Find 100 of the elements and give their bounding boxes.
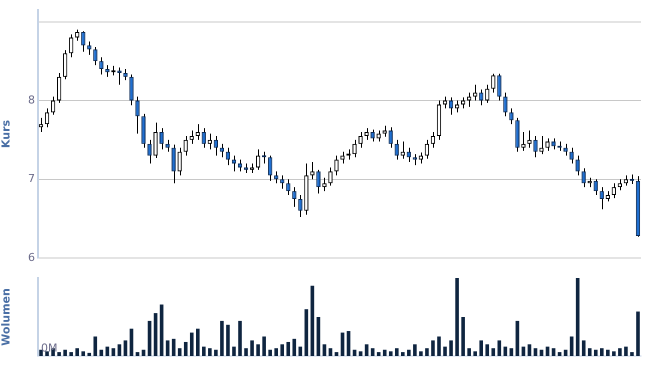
bar xyxy=(214,350,218,356)
candlestick xyxy=(172,144,176,184)
bar xyxy=(244,348,248,356)
candlestick xyxy=(178,147,182,176)
bar xyxy=(376,352,381,356)
candlestick xyxy=(418,152,424,164)
bar xyxy=(570,336,574,356)
bar xyxy=(196,328,200,356)
bar xyxy=(443,346,447,356)
bar xyxy=(220,320,224,356)
bar xyxy=(388,351,393,356)
candlestick xyxy=(129,74,134,106)
y-tick-label: 6 xyxy=(28,250,35,264)
bar xyxy=(461,317,465,356)
y-axis-title: Kurs xyxy=(0,119,12,148)
bar xyxy=(636,312,640,356)
candlestick xyxy=(153,122,158,159)
candlestick xyxy=(364,128,369,140)
bar xyxy=(491,348,496,356)
candlestick xyxy=(340,151,345,164)
bar xyxy=(419,351,423,356)
candlestick xyxy=(430,132,436,148)
candlestick xyxy=(184,135,188,156)
candlestick xyxy=(117,66,122,86)
candlestick xyxy=(99,56,104,76)
candlestick xyxy=(442,96,448,109)
candlestick xyxy=(358,132,363,148)
bar xyxy=(250,340,254,356)
bar xyxy=(190,332,194,356)
bar xyxy=(618,348,622,356)
bar xyxy=(63,350,67,356)
candlestick xyxy=(298,194,302,218)
bar xyxy=(340,332,344,356)
bar xyxy=(226,324,230,356)
bar xyxy=(528,344,532,356)
bar xyxy=(588,348,592,356)
candlestick xyxy=(473,84,478,102)
bar xyxy=(576,278,580,356)
bar xyxy=(564,350,568,356)
bar xyxy=(268,350,272,356)
bar xyxy=(286,342,290,356)
candlestick xyxy=(123,68,128,81)
candlestick xyxy=(226,147,230,166)
candlestick xyxy=(509,108,514,125)
candlestick xyxy=(69,34,74,58)
bar xyxy=(328,348,332,356)
candlestick xyxy=(256,148,260,170)
candlestick xyxy=(160,128,164,150)
bar xyxy=(552,348,556,356)
bar xyxy=(154,313,158,356)
candlestick xyxy=(286,178,290,196)
candlestick xyxy=(208,133,212,150)
candlestick xyxy=(63,50,68,80)
bar xyxy=(437,336,441,356)
bar xyxy=(106,346,110,356)
candlestick xyxy=(334,155,339,176)
bar xyxy=(238,320,242,356)
bar xyxy=(310,286,314,356)
bar xyxy=(280,344,284,356)
candlestick xyxy=(322,177,327,192)
bar xyxy=(256,344,260,356)
bar xyxy=(630,352,634,356)
candlestick xyxy=(479,89,484,106)
candlestick xyxy=(485,84,490,104)
bar xyxy=(624,346,628,356)
bar xyxy=(130,328,134,356)
bar xyxy=(558,352,562,356)
bar xyxy=(358,351,362,356)
bar xyxy=(148,320,152,356)
bar xyxy=(87,352,92,356)
candlestick xyxy=(310,161,314,180)
bar xyxy=(208,348,212,356)
bar xyxy=(57,352,61,356)
candlestick xyxy=(454,100,460,113)
bar xyxy=(594,350,598,356)
candlestick xyxy=(545,138,550,152)
candlestick xyxy=(406,147,411,162)
candlestick xyxy=(382,125,387,138)
bar xyxy=(160,304,164,356)
bar xyxy=(352,350,356,356)
candlestick xyxy=(400,140,405,160)
bar xyxy=(546,346,550,356)
bar xyxy=(100,350,104,356)
candlestick xyxy=(570,147,574,164)
bar xyxy=(81,351,86,356)
bar xyxy=(45,351,49,356)
candlestick xyxy=(105,64,110,78)
candlestick xyxy=(202,128,206,148)
bar xyxy=(606,350,610,356)
bar xyxy=(142,350,146,356)
bar xyxy=(202,346,206,356)
candlestick xyxy=(87,40,92,56)
candlestick xyxy=(612,182,616,199)
bar xyxy=(485,344,490,356)
bar xyxy=(413,344,417,356)
candlestick xyxy=(594,178,598,196)
candlestick xyxy=(135,96,140,134)
candlestick xyxy=(38,117,44,133)
bar xyxy=(136,352,140,356)
bar xyxy=(124,340,128,356)
